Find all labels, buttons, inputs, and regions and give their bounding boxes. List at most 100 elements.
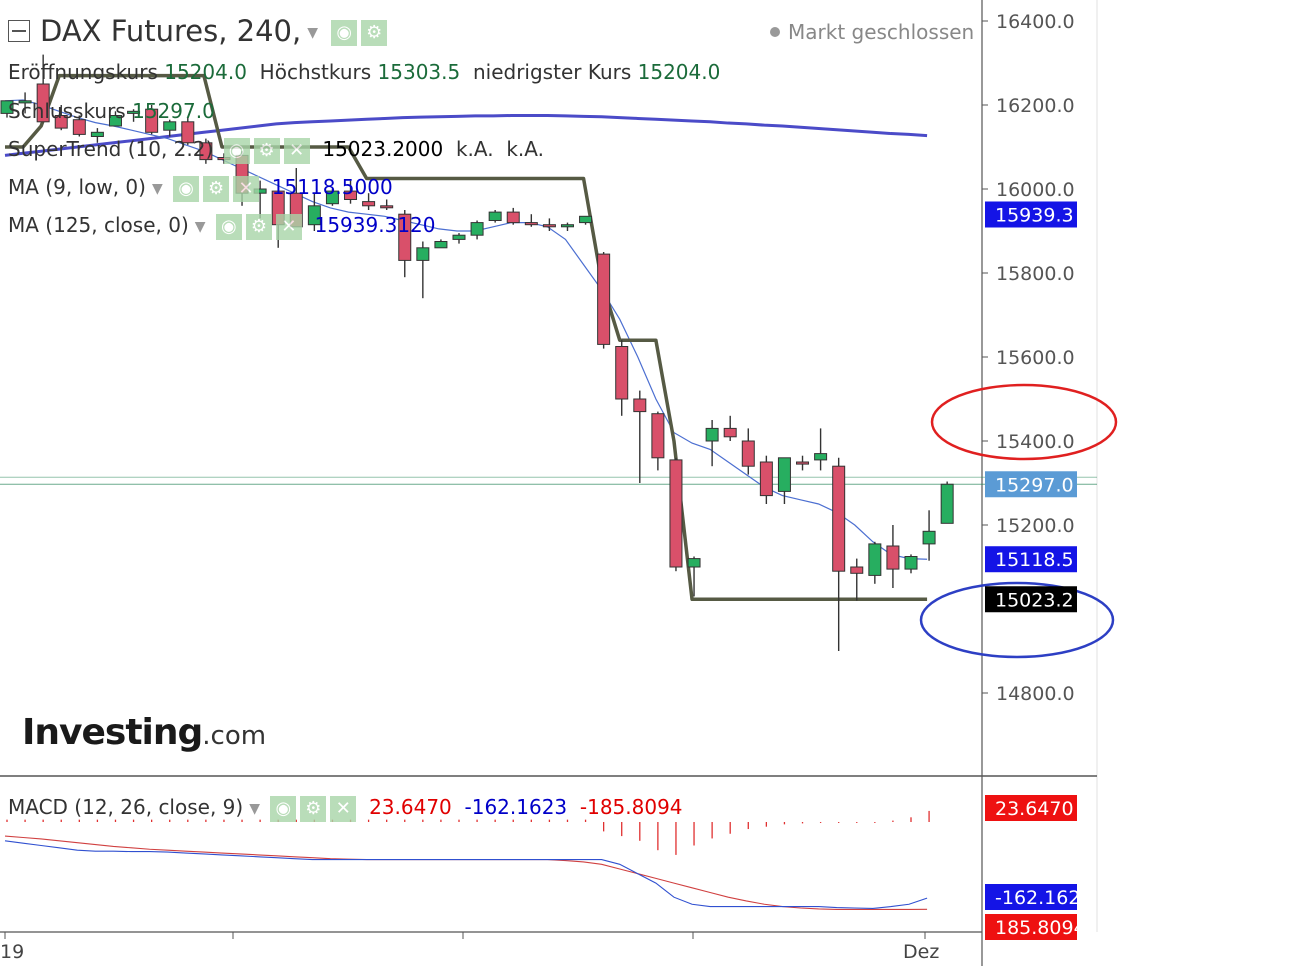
candle-body <box>90 131 104 138</box>
ma125-price-tag-bg <box>985 201 1077 228</box>
candle <box>199 138 213 164</box>
ma9-price-tag-text: 15118.5 <box>995 549 1074 571</box>
status-dot-icon <box>770 27 780 37</box>
macd-signal-tag-text: 185.8094 <box>995 917 1086 939</box>
candle <box>832 457 846 651</box>
gear-icon[interactable]: ⚙ <box>203 175 230 202</box>
candle-body <box>145 108 159 133</box>
time-tick-label: Dez <box>903 941 939 963</box>
candle <box>940 481 954 524</box>
gear-icon[interactable]: ⚙ <box>253 137 280 164</box>
gear-icon[interactable]: ⚙ <box>361 20 388 46</box>
candle <box>796 455 810 471</box>
candle <box>904 554 918 574</box>
close-icon[interactable]: ✕ <box>275 213 302 240</box>
candle <box>560 222 574 231</box>
chevron-down-icon[interactable]: ▼ <box>307 25 318 41</box>
candle <box>687 556 701 597</box>
price-tick-label: 14800.0 <box>996 683 1075 705</box>
price-tick-label: 16000.0 <box>996 179 1075 201</box>
supertrend-value: 15023.2000 <box>322 137 444 161</box>
candle <box>814 428 828 471</box>
candle <box>669 457 683 572</box>
eye-icon[interactable]: ◉ <box>270 795 297 822</box>
candle <box>145 105 159 135</box>
candle-body <box>850 566 864 574</box>
chevron-down-icon[interactable]: ▼ <box>151 180 163 197</box>
candle <box>163 119 177 137</box>
candle-body <box>434 241 448 249</box>
candle <box>344 180 358 204</box>
collapse-icon[interactable] <box>8 20 30 42</box>
candle-body <box>0 100 14 114</box>
candle-body <box>307 205 321 226</box>
gear-icon[interactable]: ⚙ <box>300 795 327 822</box>
eye-icon[interactable]: ◉ <box>173 175 200 202</box>
supertrend-price-tag-bg <box>985 586 1077 613</box>
candle <box>542 218 556 231</box>
candle <box>72 115 86 137</box>
candle-body <box>362 201 376 207</box>
close-icon[interactable]: ✕ <box>233 175 260 202</box>
high-value: 15303.5 <box>377 60 461 84</box>
candle <box>850 558 864 601</box>
candle-body <box>814 453 828 461</box>
candle-body <box>18 100 32 104</box>
investing-logo: Investing.com <box>22 712 267 753</box>
candle <box>36 54 50 123</box>
macd-line-tag-bg <box>985 884 1077 910</box>
chevron-down-icon[interactable]: ▼ <box>249 800 260 817</box>
candle <box>398 210 412 278</box>
candle-body <box>416 247 430 261</box>
candle-body <box>904 556 918 570</box>
candle-body <box>687 558 701 568</box>
candle-body <box>651 413 665 459</box>
candle-body <box>380 205 394 209</box>
candle-body <box>796 461 810 465</box>
candle-body <box>669 459 683 568</box>
close-value: 15297.0 <box>132 99 215 123</box>
candle <box>90 128 104 143</box>
price-tick-label: 16400.0 <box>996 11 1075 33</box>
candle-body <box>325 190 339 205</box>
candle-body <box>108 115 122 127</box>
candle <box>362 193 376 210</box>
close-price-tag: 15297.0 <box>985 471 1077 498</box>
macd-signal-tag: 185.8094 <box>985 914 1086 940</box>
close-icon[interactable]: ✕ <box>283 137 310 164</box>
low-value: 15204.0 <box>637 60 721 84</box>
ma125-legend: MA (125, close, 0) ▼ ◉ ⚙ ✕ 15939.3120 <box>8 213 436 240</box>
candle <box>380 199 394 210</box>
candle <box>416 241 430 299</box>
candle <box>434 239 448 249</box>
candle-body <box>723 427 737 438</box>
close-icon[interactable]: ✕ <box>330 795 357 822</box>
open-value: 15204.0 <box>164 60 247 84</box>
gear-icon[interactable]: ⚙ <box>245 213 272 240</box>
price-tick-label: 15600.0 <box>996 347 1075 369</box>
macd-legend: MACD (12, 26, close, 9) ▼ ◉ ⚙ ✕ 23.6470 -16… <box>8 795 683 822</box>
candle-body <box>163 121 177 131</box>
candle <box>54 105 68 131</box>
candle <box>452 233 466 244</box>
chevron-down-icon[interactable]: ▼ <box>194 218 206 235</box>
candle <box>633 390 647 483</box>
candle <box>741 428 755 475</box>
candle <box>759 455 773 504</box>
macd-hist-tag: 23.6470 <box>985 795 1077 821</box>
candle-body <box>506 211 520 224</box>
ohlc-row: Eröffnungskurs 15204.0 Höchstkurs 15303.… <box>8 60 721 84</box>
supertrend-legend: SuperTrend (10, 2.2) ◉ ⚙ ✕ 15023.2000 k.A.… <box>8 137 544 164</box>
eye-icon[interactable]: ◉ <box>215 213 242 240</box>
ma9-price-tag-bg <box>985 546 1077 573</box>
candle <box>886 525 900 588</box>
candle <box>723 415 737 441</box>
ma125-line <box>4 114 928 157</box>
candle <box>524 214 538 227</box>
eye-icon[interactable]: ◉ <box>331 20 358 46</box>
blue-ellipse-annotation <box>919 581 1115 659</box>
candle <box>18 92 32 114</box>
eye-icon[interactable]: ◉ <box>223 137 250 164</box>
candle-body <box>344 190 358 201</box>
candle <box>651 411 665 471</box>
